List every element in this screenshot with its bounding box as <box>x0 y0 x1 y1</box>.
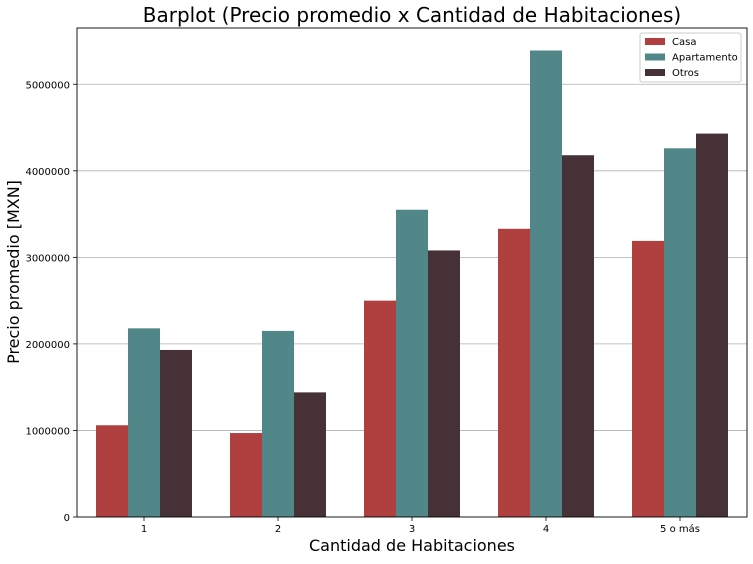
x-axis-label: Cantidad de Habitaciones <box>309 536 515 555</box>
x-tick-label: 5 o más <box>660 523 700 535</box>
y-axis-label: Precio promedio [MXN] <box>4 180 23 364</box>
y-tick-label: 1000000 <box>25 426 70 437</box>
bar-casa <box>632 240 664 517</box>
bar-apartamento <box>262 330 294 517</box>
bar-casa <box>96 425 128 517</box>
plot-frame <box>76 27 748 518</box>
legend-label: Apartamento <box>672 53 738 64</box>
legend-swatch-casa <box>645 38 665 45</box>
bar-casa <box>364 300 396 517</box>
y-tick-label: 4000000 <box>25 167 70 178</box>
bar-otros <box>562 155 594 517</box>
legend: Casa Apartamento Otros <box>639 32 742 83</box>
legend-swatch-apartamento <box>645 53 665 61</box>
bar-otros <box>294 392 326 517</box>
bar-casa <box>498 228 530 518</box>
y-tick-label: 0 <box>64 513 70 524</box>
x-tick-label: 3 <box>409 524 415 535</box>
legend-label: Otros <box>672 68 699 79</box>
legend-box <box>639 32 742 83</box>
bar-otros <box>696 133 728 517</box>
x-tick-label: 2 <box>275 524 281 535</box>
legend-label: Casa <box>672 37 696 48</box>
axes: 0 1000000 2000000 3000000 4000000 5000000 1 2 3 4… <box>25 27 748 535</box>
y-tick-label: 2000000 <box>25 340 70 351</box>
y-tick-label: 5000000 <box>25 80 70 91</box>
legend-swatch-otros <box>645 69 665 76</box>
bar-apartamento <box>664 148 696 517</box>
bar-casa <box>230 433 262 517</box>
x-tick-label: 1 <box>141 524 147 535</box>
y-tick-label: 3000000 <box>25 253 70 264</box>
bar-apartamento <box>128 328 160 517</box>
bar-apartamento <box>530 50 562 517</box>
bar-apartamento <box>396 209 428 518</box>
bar-otros <box>160 349 192 517</box>
bars <box>96 50 728 518</box>
x-tick-label: 4 <box>543 524 549 535</box>
chart-title: Barplot (Precio promedio x Cantidad de H… <box>143 3 681 27</box>
bar-otros <box>428 250 460 517</box>
